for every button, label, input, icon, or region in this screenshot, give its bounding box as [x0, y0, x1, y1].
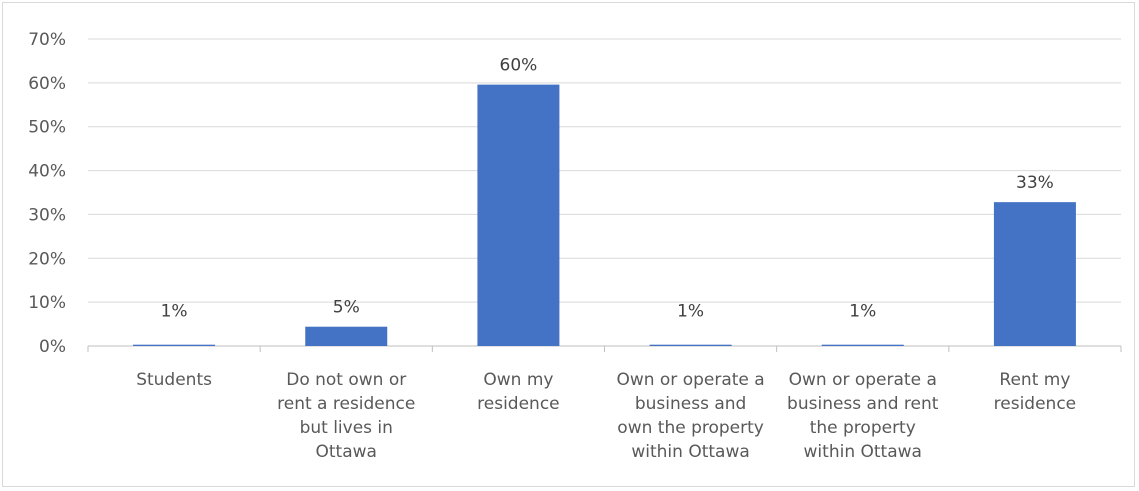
- data-label: 60%: [500, 56, 538, 76]
- bar: [993, 202, 1076, 346]
- category-label-line: Students: [136, 370, 212, 390]
- category-label-line: rent a residence: [277, 394, 415, 414]
- category-label-line: business and: [635, 394, 746, 414]
- data-label: 1%: [161, 302, 188, 322]
- category-label-line: Ottawa: [316, 442, 377, 462]
- category-label-line: residence: [994, 394, 1077, 414]
- category-label-line: Own my: [483, 370, 553, 390]
- bar: [305, 326, 388, 346]
- bar: [821, 344, 904, 346]
- category-label-line: Own or operate a: [616, 370, 764, 390]
- category-label-line: business and rent: [787, 394, 939, 414]
- category-label-line: within Ottawa: [631, 442, 749, 462]
- category-label-line: Own or operate a: [789, 370, 937, 390]
- data-label: 33%: [1016, 173, 1054, 193]
- category-label-line: Do not own or: [286, 370, 406, 390]
- data-label: 1%: [677, 302, 704, 322]
- category-label-line: the property: [810, 418, 916, 438]
- data-label: 5%: [333, 298, 360, 318]
- bar: [477, 84, 560, 347]
- category-label: Own or operate a business and own the prop…: [616, 370, 764, 462]
- category-label-line: Rent my: [999, 370, 1070, 390]
- y-tick-label: 0%: [39, 337, 66, 357]
- y-tick-label: 20%: [28, 249, 66, 269]
- category-label-line: but lives in: [300, 418, 393, 438]
- category-label: Own or operate a business and rent the pro…: [787, 370, 939, 462]
- y-tick-label: 50%: [28, 118, 66, 138]
- category-label: Do not own or rent a residence but lives i…: [277, 370, 415, 462]
- category-label: Own my residence: [477, 370, 560, 414]
- y-tick-label: 30%: [28, 205, 66, 225]
- category-label-line: own the property: [617, 418, 764, 438]
- category-label-line: within Ottawa: [804, 442, 922, 462]
- y-tick-label: 60%: [28, 74, 66, 94]
- y-tick-label: 70%: [28, 30, 66, 50]
- data-label: 1%: [849, 302, 876, 322]
- y-tick-label: 40%: [28, 162, 66, 182]
- bar: [649, 344, 732, 346]
- category-label: Students: [136, 370, 212, 390]
- bar: [133, 344, 216, 346]
- y-tick-label: 10%: [28, 293, 66, 313]
- category-label: Rent my residence: [994, 370, 1077, 414]
- category-label-line: residence: [477, 394, 560, 414]
